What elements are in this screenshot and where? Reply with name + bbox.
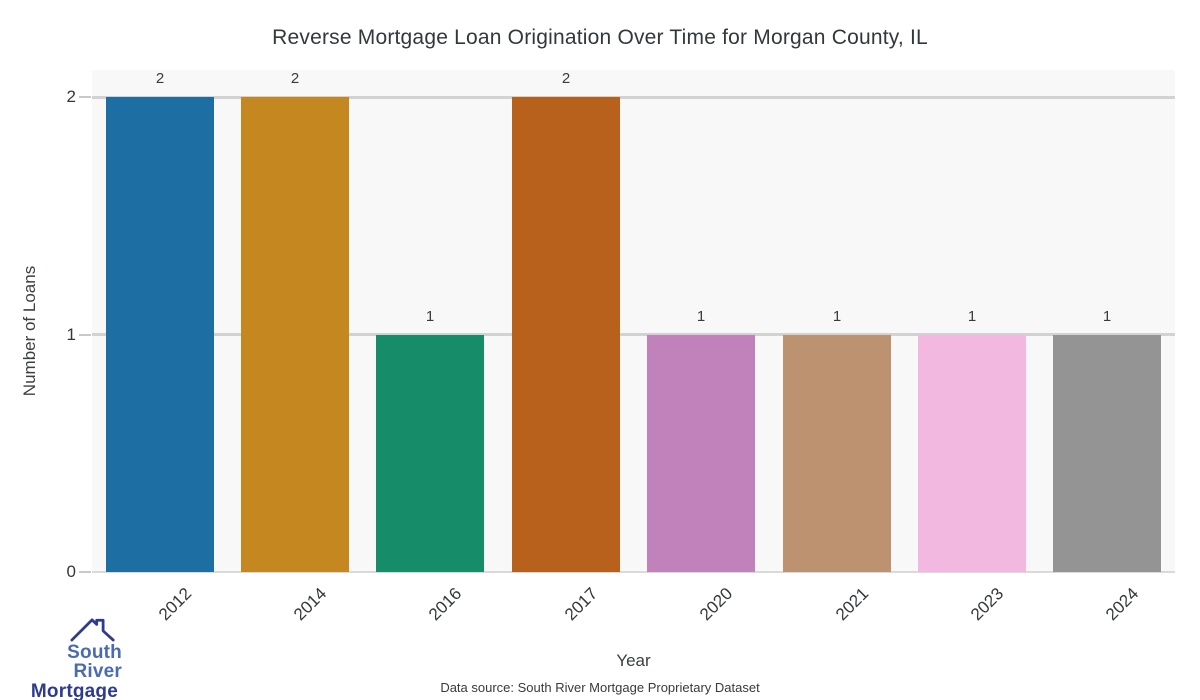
bar-value-label-2023: 1 [967,308,977,325]
bar-2023 [918,335,1026,572]
x-tick-label-2014: 2014 [290,584,331,625]
chart-title: Reverse Mortgage Loan Origination Over T… [272,26,928,49]
x-tick-label-2024: 2024 [1102,584,1143,625]
y-tick-label-0: 0 [66,562,76,581]
x-axis-label: Year [616,651,651,670]
bar-2024 [1053,335,1161,572]
bar-value-label-2024: 1 [1102,308,1112,325]
data-source-note: Data source: South River Mortgage Propri… [440,680,760,695]
logo-text-line2: Mortgage [30,681,118,700]
y-tick-label-1: 1 [66,325,76,344]
plot-area: 2 2 1 2 1 1 1 1 [92,70,1175,573]
y-axis-label: Number of Loans [20,265,39,397]
bar-2014 [241,97,349,572]
bar-value-label-2012: 2 [155,70,165,87]
bar-value-label-2016: 1 [425,308,435,325]
bar-2012 [106,97,214,572]
x-tick-label-2016: 2016 [425,584,466,625]
logo-text-line1: South River [67,642,122,682]
gridline-y2 [92,96,1175,99]
y-tick-mark [79,571,91,573]
x-tick-label-2021: 2021 [832,584,873,625]
bar-value-label-2014: 2 [290,70,300,87]
y-tick-label-2: 2 [66,87,76,106]
bar-2016 [376,335,484,572]
bar-value-label-2017: 2 [561,70,571,87]
bar-value-label-2021: 1 [832,308,842,325]
gridline-y0 [92,571,1175,573]
gridline-y1 [92,333,1175,336]
bar-2021 [783,335,891,572]
brand-logo: South River Mortgage [18,617,122,700]
bar-2017 [512,97,620,572]
x-tick-label-2017: 2017 [561,584,602,625]
bar-value-label-2020: 1 [696,308,706,325]
bar-2020 [647,335,755,572]
x-tick-label-2012: 2012 [155,584,196,625]
y-tick-mark [79,96,91,98]
house-roof-icon [70,618,115,642]
x-tick-label-2023: 2023 [967,584,1008,625]
y-tick-mark [79,334,91,336]
x-tick-label-2020: 2020 [696,584,737,625]
